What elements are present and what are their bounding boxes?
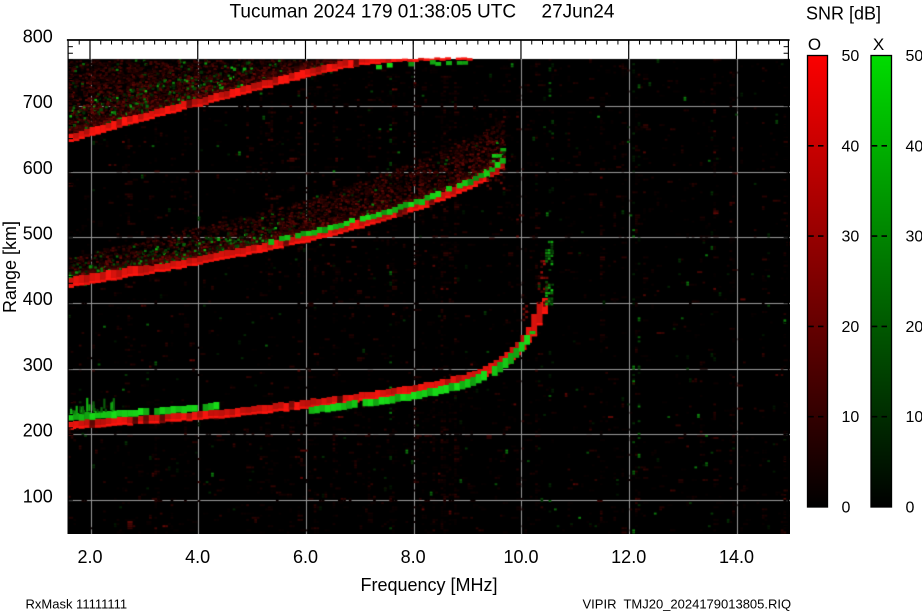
cb-x-20: 20 xyxy=(906,319,922,336)
cb-o-0: 0 xyxy=(842,500,851,517)
colorbar-panel: SNR [dB] O X 0 10 20 30 40 50 0 10 20 30… xyxy=(806,4,922,517)
colorbar-x-gradient xyxy=(870,54,893,508)
y-tick-400: 400 xyxy=(23,289,53,309)
colorbar-o-label: O xyxy=(808,35,821,54)
cb-o-10: 10 xyxy=(842,409,860,426)
y-tick-100: 100 xyxy=(23,486,53,506)
cb-x-50: 50 xyxy=(906,48,922,65)
x-axis-tick-labels: 2.0 4.0 6.0 8.0 10.0 12.0 14.0 xyxy=(77,547,754,567)
rxmask-annotation: RxMask 11111111 xyxy=(26,597,128,612)
cb-x-0: 0 xyxy=(906,500,915,517)
cb-o-30: 30 xyxy=(842,229,860,246)
y-tick-200: 200 xyxy=(23,421,53,441)
y-tick-300: 300 xyxy=(23,355,53,375)
colorbar-x-label: X xyxy=(873,35,884,54)
cb-o-20: 20 xyxy=(842,319,860,336)
plot-date: 27Jun24 xyxy=(542,2,615,23)
x-tick-14: 14.0 xyxy=(719,547,754,567)
y-axis-title: Range [km] xyxy=(0,221,20,313)
cb-o-40: 40 xyxy=(842,138,860,155)
cb-x-30: 30 xyxy=(906,229,922,246)
y-axis-tick-labels: 100 200 300 400 500 600 700 800 xyxy=(23,26,53,506)
cb-x-40: 40 xyxy=(906,138,922,155)
y-tick-700: 700 xyxy=(23,92,53,112)
colorbar-o-gradient xyxy=(806,54,829,508)
y-tick-500: 500 xyxy=(23,224,53,244)
x-tick-2: 2.0 xyxy=(77,547,102,567)
x-tick-8: 8.0 xyxy=(401,547,426,567)
y-tick-800: 800 xyxy=(23,26,53,46)
colorbar-o-tick-labels: 0 10 20 30 40 50 xyxy=(842,48,860,517)
colorbar-x-tick-labels: 0 10 20 30 40 50 xyxy=(906,48,922,517)
colorbar-title: SNR [dB] xyxy=(806,4,881,24)
x-axis-title: Frequency [MHz] xyxy=(360,575,497,595)
x-tick-4: 4.0 xyxy=(185,547,210,567)
file-annotation: VIPIR TMJ20_2024179013805.RIQ xyxy=(583,597,792,612)
cb-o-50: 50 xyxy=(842,48,860,65)
cb-x-10: 10 xyxy=(906,409,922,426)
plot-title: Tucuman 2024 179 01:38:05 UTC xyxy=(230,2,517,23)
colorbar-tick-marks xyxy=(808,145,891,418)
y-tick-600: 600 xyxy=(23,158,53,178)
x-tick-6: 6.0 xyxy=(293,547,318,567)
x-tick-12: 12.0 xyxy=(611,547,646,567)
x-tick-10: 10.0 xyxy=(503,547,538,567)
ionogram-data-canvas xyxy=(67,40,790,534)
